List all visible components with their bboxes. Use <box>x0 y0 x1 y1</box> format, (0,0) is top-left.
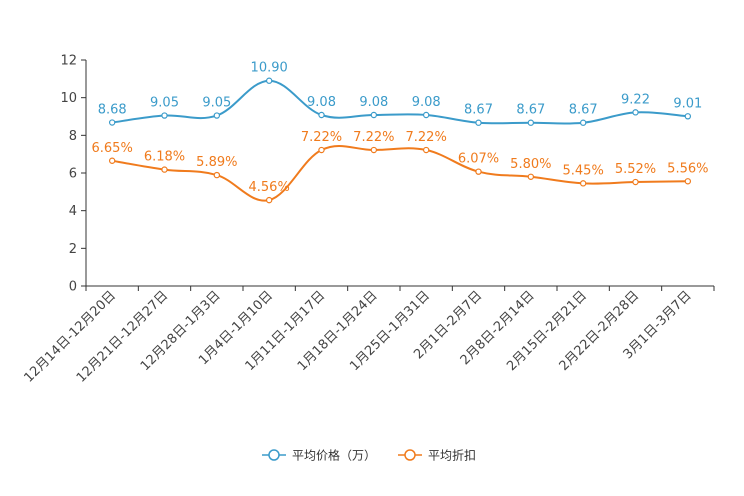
data-label: 8.68 <box>98 103 127 118</box>
data-label: 8.67 <box>464 103 493 118</box>
data-point <box>632 178 639 186</box>
data-point <box>422 111 430 119</box>
data-label: 9.08 <box>359 95 388 110</box>
series-line <box>112 79 688 125</box>
data-point <box>318 146 325 154</box>
data-point <box>265 196 273 204</box>
data-point <box>318 111 325 119</box>
data-point <box>475 119 482 126</box>
data-label: 6.07% <box>458 152 499 167</box>
data-label: 5.56% <box>667 161 708 176</box>
data-label: 4.56% <box>249 180 290 195</box>
legend-item-1: 平均价格（万） <box>262 448 376 463</box>
data-label: 8.67 <box>516 103 545 118</box>
y-tick-label: 2 <box>69 242 77 257</box>
y-tick-label: 8 <box>69 129 77 144</box>
data-label: 5.80% <box>510 157 551 172</box>
data-label: 9.01 <box>673 96 702 111</box>
data-label: 9.08 <box>307 95 336 110</box>
data-point <box>422 146 430 154</box>
y-tick-label: 0 <box>69 280 77 295</box>
data-point <box>684 113 692 120</box>
data-label: 6.18% <box>144 150 185 165</box>
data-point <box>370 146 378 154</box>
data-label: 7.22% <box>301 130 342 145</box>
data-label: 9.05 <box>150 96 179 111</box>
data-label: 7.22% <box>353 130 394 145</box>
series-2: 6.65% 6.18% 5.89% 4.56% 7.22% 7.22% 7.22% 6.07%… <box>92 130 708 204</box>
data-point <box>265 77 273 84</box>
legend-marker-icon <box>404 449 416 461</box>
data-point <box>684 178 692 185</box>
data-point <box>632 109 639 116</box>
data-label: 10.90 <box>251 61 288 76</box>
legend-marker-icon <box>268 449 280 461</box>
data-label: 9.05 <box>202 96 231 111</box>
data-label: 5.89% <box>196 155 237 170</box>
data-point <box>370 111 378 119</box>
data-point <box>108 119 116 126</box>
data-point <box>527 173 535 180</box>
data-point <box>108 157 116 164</box>
legend: 平均价格（万） 平均折扣 <box>262 448 476 463</box>
y-tick-label: 4 <box>69 204 77 219</box>
legend-label: 平均折扣 <box>428 448 476 463</box>
data-point <box>213 171 221 179</box>
data-label: 8.67 <box>569 103 598 118</box>
data-label: 5.52% <box>615 162 656 177</box>
x-tick-label: 12月14日-12月20日 <box>22 288 119 385</box>
data-point <box>161 112 168 119</box>
data-point <box>579 119 587 126</box>
y-tick-label: 12 <box>60 54 77 69</box>
data-label: 6.65% <box>92 141 133 156</box>
data-label: 9.22 <box>621 92 650 107</box>
data-point <box>579 180 587 187</box>
data-label: 5.45% <box>563 163 604 178</box>
y-tick-label: 10 <box>60 91 77 106</box>
data-label: 9.08 <box>412 95 441 110</box>
data-point <box>161 166 168 173</box>
series-layer: 8.68 9.05 9.05 10.90 9.08 9.08 9.08 8.67 8.67 8.6… <box>92 61 708 204</box>
legend-label: 平均价格（万） <box>292 448 376 463</box>
x-tick-label: 12月21日-12月27日 <box>74 288 171 385</box>
y-tick-label: 6 <box>69 167 77 182</box>
data-point <box>213 112 221 119</box>
data-label: 7.22% <box>406 130 447 145</box>
legend-item-2: 平均折扣 <box>398 448 476 463</box>
data-point <box>527 119 535 126</box>
series-1: 8.68 9.05 9.05 10.90 9.08 9.08 9.08 8.67 8.67 8.6… <box>98 61 702 126</box>
data-point <box>475 168 482 175</box>
